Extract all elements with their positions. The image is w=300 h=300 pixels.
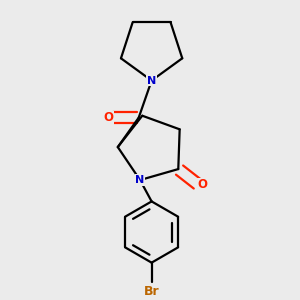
Text: N: N (135, 175, 145, 185)
Text: O: O (103, 111, 113, 124)
Text: O: O (197, 178, 208, 191)
Text: Br: Br (144, 285, 159, 298)
Text: N: N (147, 76, 156, 85)
